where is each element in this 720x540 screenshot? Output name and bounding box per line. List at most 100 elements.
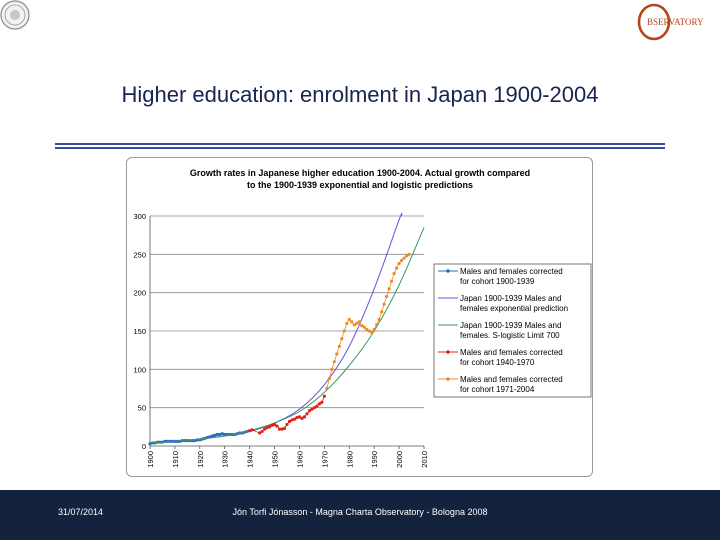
legend-swatch-marker [446, 377, 450, 381]
series-point-4 [330, 367, 334, 371]
series-point-3 [250, 428, 254, 432]
series-point-3 [300, 416, 304, 420]
series-point-3 [307, 409, 312, 413]
series-point-3 [277, 427, 282, 431]
series-point-4 [407, 252, 411, 256]
chart: Growth rates in Japanese higher educatio… [133, 168, 592, 468]
series-point-4 [365, 327, 369, 332]
legend-entry-text: for cohort 1940-1970 [460, 358, 535, 367]
series-point-3 [260, 429, 264, 434]
series-point-4 [377, 317, 381, 322]
series-point-0 [218, 432, 222, 437]
series-point-3 [315, 404, 319, 408]
chart-title-line: Growth rates in Japanese higher educatio… [190, 168, 530, 178]
legend-entry-text: Males and females corrected [460, 348, 563, 357]
x-tick-label: 2000 [395, 451, 404, 468]
series-point-3 [290, 418, 294, 422]
series-point-0 [213, 433, 217, 437]
series-point-4 [362, 325, 366, 329]
legend-entry-text: females. S-logistic Limit 700 [460, 331, 560, 340]
series-point-4 [337, 344, 341, 348]
series-point-4 [325, 386, 329, 391]
x-tick-label: 1940 [246, 451, 255, 468]
footer-date: 31/07/2014 [58, 507, 104, 517]
series-point-4 [367, 329, 371, 333]
series-point-4 [355, 321, 359, 325]
y-tick-label: 150 [133, 327, 146, 336]
legend-entry-text: Japan 1900-1939 Males and [460, 294, 561, 303]
series-point-4 [382, 302, 386, 306]
title-divider-bottom [55, 147, 665, 149]
series-point-3 [312, 406, 316, 410]
x-tick-label: 1900 [146, 451, 155, 468]
series-point-3 [248, 429, 252, 433]
footer-bar: 31/07/2014 Jón Torfi Jónasson - Magna Ch… [0, 490, 720, 540]
y-tick-label: 300 [133, 212, 146, 221]
x-tick-label: 1970 [320, 451, 329, 468]
series-point-4 [375, 323, 379, 327]
series-line-2 [149, 227, 425, 444]
series-point-4 [332, 360, 336, 364]
series-point-3 [320, 400, 324, 404]
series-point-4 [380, 310, 384, 314]
series-point-4 [387, 287, 391, 291]
series-point-3 [267, 425, 272, 429]
observatory-logo-text: BSERVATORY [647, 17, 704, 27]
series-point-4 [340, 337, 344, 341]
series-point-4 [372, 327, 376, 332]
series-point-4 [357, 320, 361, 324]
series-point-4 [350, 320, 354, 324]
y-tick-label: 100 [133, 365, 146, 374]
x-tick-label: 1920 [196, 451, 205, 468]
legend-swatch-marker [446, 269, 450, 273]
slide-title: Higher education: enrolment in Japan 190… [121, 82, 599, 107]
x-tick-label: 1910 [171, 451, 180, 468]
series-point-0 [210, 434, 214, 438]
x-tick-label: 1990 [370, 451, 379, 468]
series-point-3 [258, 431, 262, 435]
series-point-4 [385, 294, 389, 299]
observatory-logo: BSERVATORY [637, 3, 704, 41]
series-point-3 [287, 419, 292, 424]
university-seal-logo [0, 0, 30, 30]
series-point-3 [272, 422, 277, 427]
series-point-4 [342, 329, 346, 333]
series-point-4 [335, 352, 339, 356]
y-tick-label: 50 [138, 404, 146, 413]
series-point-3 [310, 407, 314, 411]
series-point-3 [295, 416, 299, 420]
series-point-4 [360, 324, 364, 328]
series-point-3 [322, 394, 326, 398]
series-point-0 [223, 432, 227, 437]
series-point-3 [302, 415, 307, 419]
series-point-3 [285, 422, 289, 427]
y-tick-label: 200 [133, 289, 146, 298]
legend-entry-text: Males and females corrected [460, 267, 563, 276]
y-tick-label: 250 [133, 250, 146, 259]
series-point-3 [265, 426, 269, 430]
series-connector-4 [326, 253, 410, 389]
series-point-3 [292, 417, 297, 421]
y-tick-label: 0 [142, 442, 146, 451]
legend-entry-text: females exponential prediction [460, 304, 568, 313]
x-tick-label: 2010 [420, 451, 429, 468]
x-tick-label: 1960 [295, 451, 304, 468]
series-point-4 [352, 323, 356, 327]
title-divider-top [55, 143, 665, 145]
x-tick-label: 1930 [221, 451, 230, 468]
footer-credit: Jón Torfi Jónasson - Magna Charta Observ… [232, 507, 488, 517]
series-point-4 [404, 254, 409, 258]
legend-entry-text: for cohort 1971-2004 [460, 385, 535, 394]
series-point-3 [297, 415, 302, 419]
series-point-3 [270, 423, 274, 427]
chart-title-line: to the 1900-1939 exponential and logisti… [247, 180, 473, 190]
series-point-0 [220, 432, 224, 436]
series-point-4 [390, 279, 394, 283]
series-point-4 [327, 376, 331, 381]
series-point-3 [282, 426, 287, 430]
series-point-0 [215, 432, 219, 437]
series-point-4 [345, 321, 349, 325]
legend-entry-text: Males and females corrected [460, 375, 563, 384]
series-point-4 [397, 261, 401, 266]
series-point-3 [280, 427, 284, 431]
